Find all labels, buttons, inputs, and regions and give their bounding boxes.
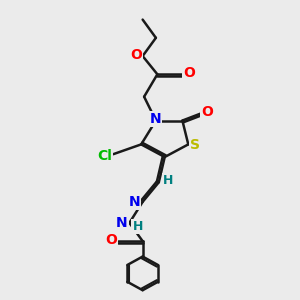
Text: N: N	[129, 195, 140, 209]
Text: N: N	[149, 112, 161, 126]
Text: O: O	[130, 48, 142, 62]
Text: O: O	[183, 66, 195, 80]
Text: O: O	[105, 233, 117, 247]
Text: Cl: Cl	[97, 148, 112, 163]
Text: N: N	[116, 216, 128, 230]
Text: S: S	[190, 138, 200, 152]
Text: O: O	[201, 105, 213, 119]
Text: H: H	[132, 220, 143, 233]
Text: H: H	[163, 173, 173, 187]
